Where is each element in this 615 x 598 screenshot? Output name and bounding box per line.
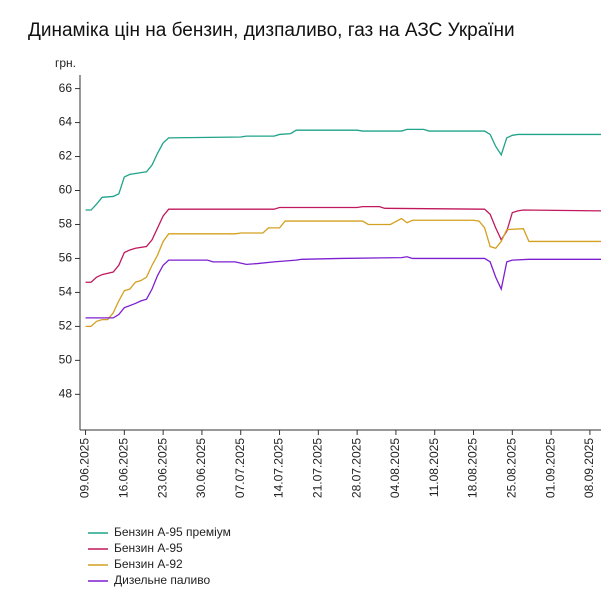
series-line [85,256,601,319]
legend-label: Бензин А-95 преміум [114,525,231,539]
series-line [85,217,601,328]
x-tick-label: 04.08.2025 [388,438,402,498]
x-tick-label: 28.07.2025 [349,438,363,498]
legend-label: Бензин А-95 [114,541,183,555]
y-tick-label: 54 [59,285,73,299]
y-tick-label: 52 [59,319,73,333]
x-tick-label: 14.07.2025 [272,438,286,498]
x-tick-label: 23.06.2025 [155,438,169,498]
x-tick-label: 25.08.2025 [504,438,518,498]
y-tick-label: 58 [59,217,73,231]
series-line [85,128,601,211]
x-tick-label: 30.06.2025 [194,438,208,498]
y-tick-label: 64 [59,115,73,129]
chart-title: Динаміка цін на бензин, дизпаливо, газ н… [28,20,515,41]
y-tick-label: 48 [59,387,73,401]
y-tick-label: 56 [59,251,73,265]
x-tick-label: 07.07.2025 [233,438,247,498]
series-line [85,205,602,283]
y-tick-label: 66 [59,81,73,95]
x-tick-label: 11.08.2025 [427,438,441,497]
x-tick-label: 08.09.2025 [582,438,596,498]
x-tick-label: 16.06.2025 [117,438,131,498]
x-tick-label: 21.07.2025 [311,438,325,498]
y-tick-label: 50 [59,353,73,367]
x-tick-label: 18.08.2025 [466,438,480,498]
legend-label: Дизельне паливо [114,573,210,587]
y-axis-label: грн. [55,56,76,70]
x-tick-label: 01.09.2025 [543,438,557,498]
y-tick-label: 62 [59,149,73,163]
x-tick-label: 09.06.2025 [78,438,92,498]
y-tick-label: 60 [59,183,73,197]
legend-label: Бензин А-92 [114,557,183,571]
